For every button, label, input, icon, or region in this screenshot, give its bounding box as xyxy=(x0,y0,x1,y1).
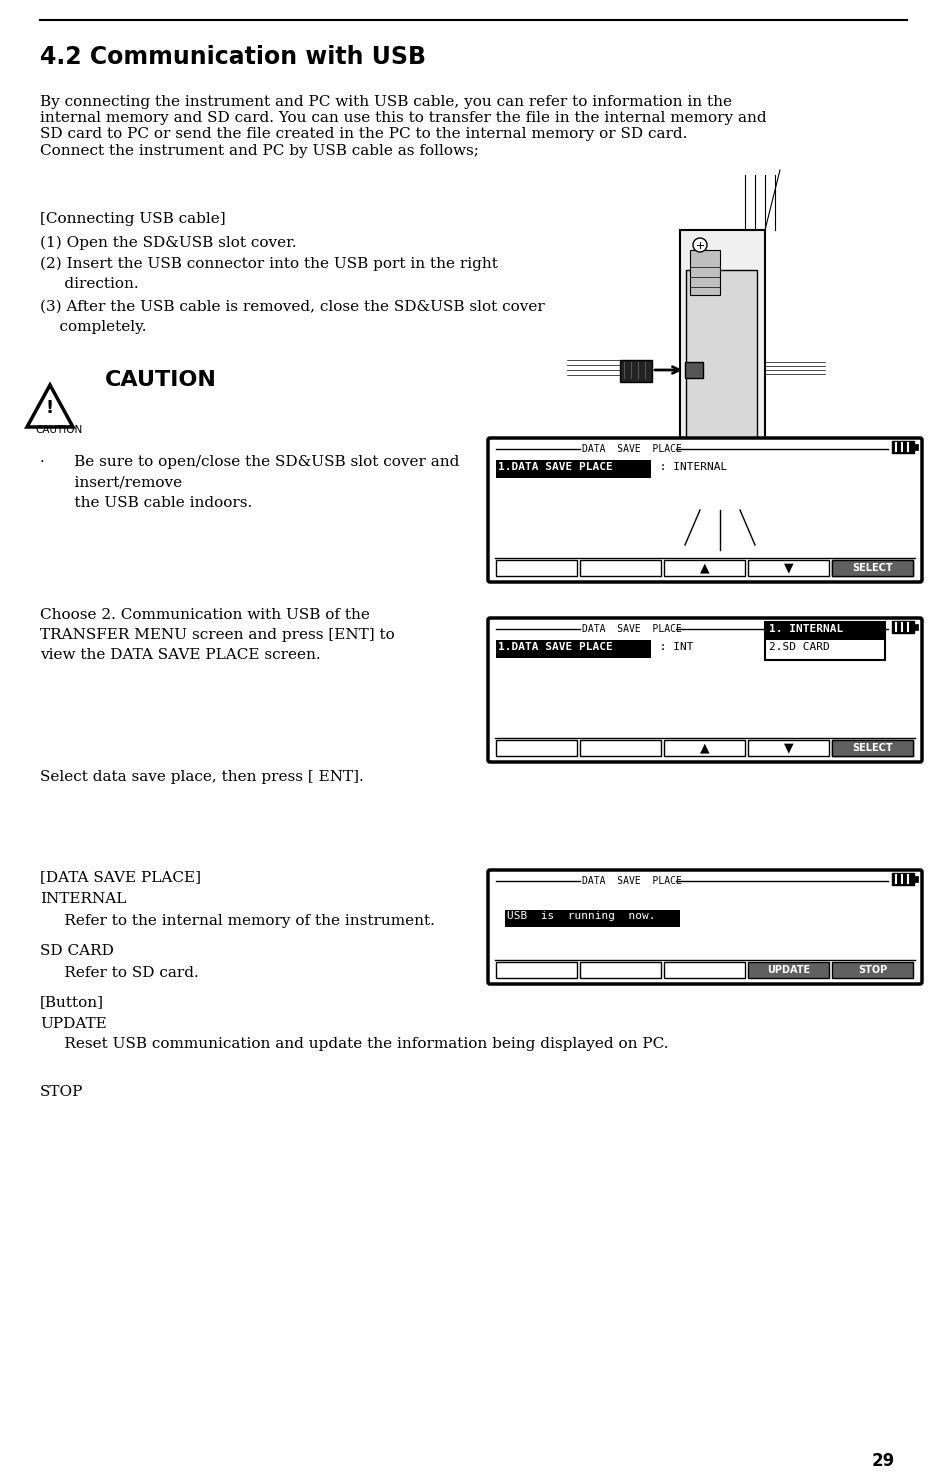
Text: !: ! xyxy=(46,399,54,417)
Text: 4.2 Communication with USB: 4.2 Communication with USB xyxy=(40,44,426,69)
FancyBboxPatch shape xyxy=(914,445,918,450)
Text: : INTERNAL: : INTERNAL xyxy=(653,462,727,473)
Text: (2) Insert the USB connector into the USB port in the right: (2) Insert the USB connector into the US… xyxy=(40,257,498,272)
Text: INTERNAL: INTERNAL xyxy=(40,892,126,905)
FancyBboxPatch shape xyxy=(765,622,885,660)
FancyBboxPatch shape xyxy=(496,560,577,576)
Text: STOP: STOP xyxy=(858,964,887,975)
Text: CAUTION: CAUTION xyxy=(35,425,82,436)
Text: ·      Be sure to open/close the SD&USB slot cover and: · Be sure to open/close the SD&USB slot … xyxy=(40,455,459,470)
FancyBboxPatch shape xyxy=(690,250,720,295)
FancyBboxPatch shape xyxy=(748,962,829,978)
Text: (3) After the USB cable is removed, close the SD&USB slot cover: (3) After the USB cable is removed, clos… xyxy=(40,300,545,315)
FancyBboxPatch shape xyxy=(505,910,680,928)
Text: DATA  SAVE  PLACE: DATA SAVE PLACE xyxy=(582,876,682,886)
Text: 1. INTERNAL: 1. INTERNAL xyxy=(769,623,843,634)
FancyBboxPatch shape xyxy=(892,442,914,453)
FancyBboxPatch shape xyxy=(580,962,661,978)
Text: CAUTION: CAUTION xyxy=(105,371,217,390)
Text: direction.: direction. xyxy=(40,278,138,291)
FancyBboxPatch shape xyxy=(496,962,577,978)
FancyBboxPatch shape xyxy=(832,740,913,756)
Text: ▼: ▼ xyxy=(784,561,794,575)
FancyBboxPatch shape xyxy=(832,560,913,576)
Text: (1) Open the SD&USB slot cover.: (1) Open the SD&USB slot cover. xyxy=(40,236,296,251)
Text: [Connecting USB cable]: [Connecting USB cable] xyxy=(40,213,225,226)
FancyBboxPatch shape xyxy=(680,230,765,510)
Text: : INT: : INT xyxy=(653,642,693,651)
Text: TRANSFER MENU screen and press [ENT] to: TRANSFER MENU screen and press [ENT] to xyxy=(40,628,395,642)
Text: STOP: STOP xyxy=(40,1086,83,1099)
Text: Choose 2. Communication with USB of the: Choose 2. Communication with USB of the xyxy=(40,609,370,622)
FancyBboxPatch shape xyxy=(488,617,922,762)
FancyBboxPatch shape xyxy=(892,873,914,885)
FancyBboxPatch shape xyxy=(496,740,577,756)
Text: Reset USB communication and update the information being displayed on PC.: Reset USB communication and update the i… xyxy=(40,1037,669,1052)
Text: insert/remove: insert/remove xyxy=(55,476,182,490)
Text: DATA  SAVE  PLACE: DATA SAVE PLACE xyxy=(582,445,682,453)
Text: ▲: ▲ xyxy=(700,561,710,575)
Circle shape xyxy=(693,238,707,253)
Text: UPDATE: UPDATE xyxy=(767,964,810,975)
FancyBboxPatch shape xyxy=(488,870,922,984)
Text: SELECT: SELECT xyxy=(852,563,893,573)
FancyBboxPatch shape xyxy=(892,620,914,634)
FancyBboxPatch shape xyxy=(748,740,829,756)
FancyBboxPatch shape xyxy=(664,740,745,756)
FancyBboxPatch shape xyxy=(832,740,913,756)
Text: UPDATE: UPDATE xyxy=(40,1018,107,1031)
Text: [Button]: [Button] xyxy=(40,995,104,1009)
FancyBboxPatch shape xyxy=(686,270,757,501)
FancyBboxPatch shape xyxy=(580,740,661,756)
Text: Refer to the internal memory of the instrument.: Refer to the internal memory of the inst… xyxy=(40,914,435,928)
FancyBboxPatch shape xyxy=(832,560,913,576)
Text: the USB cable indoors.: the USB cable indoors. xyxy=(55,496,252,510)
Text: completely.: completely. xyxy=(40,321,147,334)
Text: SD CARD: SD CARD xyxy=(40,944,114,959)
FancyBboxPatch shape xyxy=(832,962,913,978)
Circle shape xyxy=(714,484,730,501)
Text: [DATA SAVE PLACE]: [DATA SAVE PLACE] xyxy=(40,870,201,885)
FancyBboxPatch shape xyxy=(914,623,918,631)
FancyBboxPatch shape xyxy=(496,640,651,657)
Text: ▲: ▲ xyxy=(700,741,710,755)
Text: ▼: ▼ xyxy=(784,741,794,755)
Text: DATA  SAVE  PLACE: DATA SAVE PLACE xyxy=(582,623,682,634)
Text: USB  is  running  now.: USB is running now. xyxy=(507,911,655,922)
FancyBboxPatch shape xyxy=(914,876,918,882)
FancyBboxPatch shape xyxy=(488,439,922,582)
Text: 1.DATA SAVE PLACE: 1.DATA SAVE PLACE xyxy=(498,462,613,473)
Text: 1.DATA SAVE PLACE: 1.DATA SAVE PLACE xyxy=(498,642,613,651)
FancyBboxPatch shape xyxy=(766,623,884,640)
FancyBboxPatch shape xyxy=(664,560,745,576)
Text: By connecting the instrument and PC with USB cable, you can refer to information: By connecting the instrument and PC with… xyxy=(40,95,767,158)
FancyBboxPatch shape xyxy=(580,560,661,576)
Text: SELECT: SELECT xyxy=(852,743,893,753)
FancyBboxPatch shape xyxy=(748,560,829,576)
FancyBboxPatch shape xyxy=(496,459,651,479)
Text: Select data save place, then press [ ENT].: Select data save place, then press [ ENT… xyxy=(40,770,364,784)
Text: Refer to SD card.: Refer to SD card. xyxy=(40,966,199,981)
Text: 29: 29 xyxy=(872,1452,895,1470)
FancyBboxPatch shape xyxy=(664,962,745,978)
Text: 2.SD CARD: 2.SD CARD xyxy=(769,642,830,651)
FancyBboxPatch shape xyxy=(685,362,703,378)
Text: view the DATA SAVE PLACE screen.: view the DATA SAVE PLACE screen. xyxy=(40,648,321,662)
FancyBboxPatch shape xyxy=(620,360,652,383)
